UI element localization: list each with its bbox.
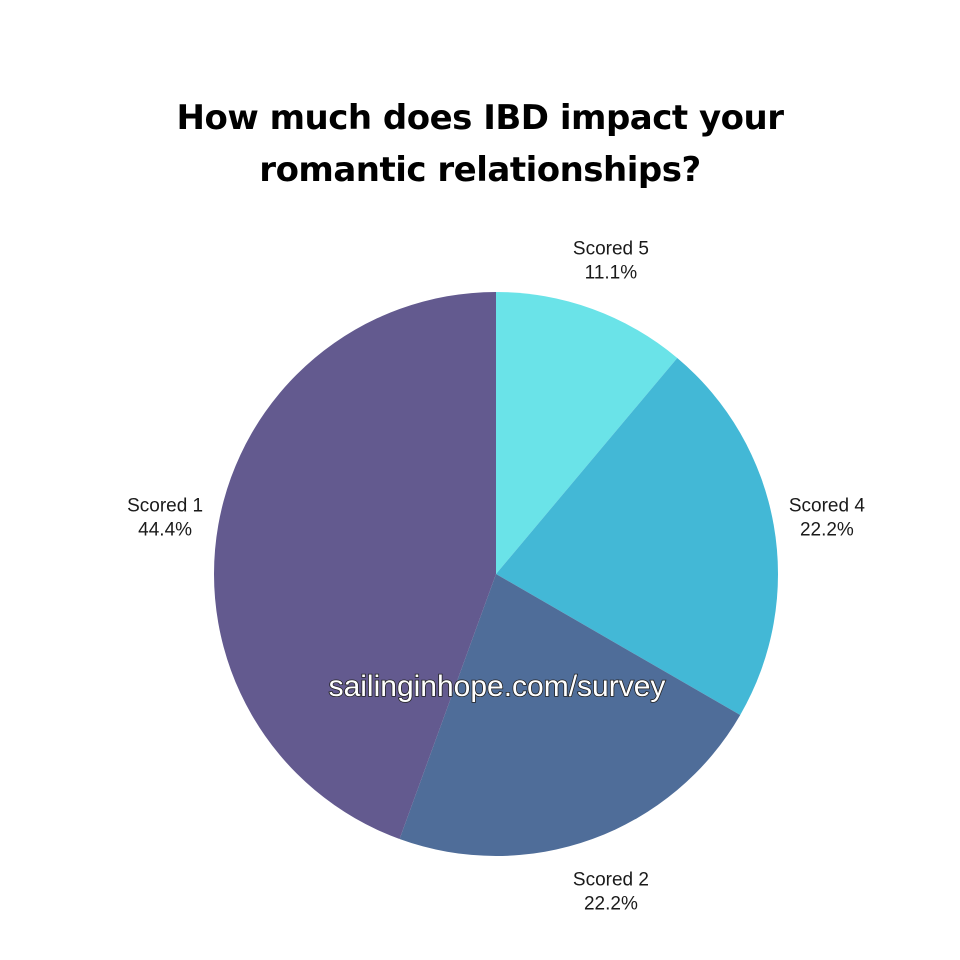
slice-label: Scored 1 <box>127 496 203 517</box>
slice-value-label: 22.2% <box>800 520 854 541</box>
title-line-1: How much does IBD impact your <box>176 98 784 138</box>
slice-value-label: 11.1% <box>585 262 638 283</box>
pie-slices <box>213 292 779 856</box>
chart-title: How much does IBD impact your romantic r… <box>0 92 960 196</box>
slice-label: Scored 2 <box>573 870 649 891</box>
pie-slice-scored-4 <box>496 357 779 715</box>
pie-slice-scored-5 <box>496 292 678 574</box>
pie-slice-scored-1 <box>213 292 496 839</box>
slice-value-label: 22.2% <box>584 894 638 915</box>
watermark-text: sailinginhope.com/survey <box>329 670 666 703</box>
slice-label: Scored 4 <box>789 496 865 517</box>
slice-label: Scored 5 <box>573 238 649 259</box>
pie-slice-scored-2 <box>399 574 741 856</box>
slice-value-label: 44.4% <box>138 520 192 541</box>
pie-labels: Scored 5 11.1% Scored 4 22.2% Scored 2 22.2% S… <box>127 238 865 914</box>
title-line-2: romantic relationships? <box>259 150 701 190</box>
